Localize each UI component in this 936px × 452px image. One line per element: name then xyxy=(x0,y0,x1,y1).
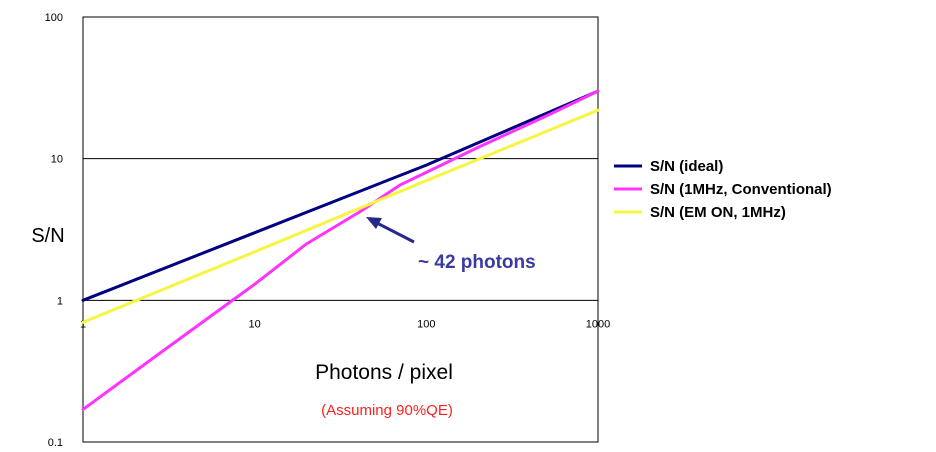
series-lines xyxy=(81,89,600,411)
plot-frame xyxy=(82,16,599,443)
legend-label: S/N (EM ON, 1MHz) xyxy=(650,204,786,221)
x-tick-label: 1 xyxy=(80,318,86,330)
grid-lines xyxy=(83,158,598,301)
x-tick-labels: 1 10 100 1000 xyxy=(80,318,610,330)
y-tick-label: 0.1 xyxy=(48,437,63,449)
x-tick-label: 10 xyxy=(249,318,261,330)
annotation-label: ~ 42 photons xyxy=(418,252,536,273)
y-tick-label: 1 xyxy=(57,295,63,307)
legend-label: S/N (ideal) xyxy=(650,158,723,175)
annotation: ~ 42 photons xyxy=(366,217,536,273)
assumption-note: (Assuming 90%QE) xyxy=(321,402,453,419)
x-tick-label: 100 xyxy=(417,318,435,330)
x-tick-label: 1000 xyxy=(586,318,610,330)
series-line-3 xyxy=(81,108,600,324)
series-line-1 xyxy=(81,89,600,302)
y-axis-label: S/N xyxy=(31,225,64,247)
y-tick-labels: 0.1 1 10 100 xyxy=(45,12,63,449)
series-line-2 xyxy=(81,89,600,411)
legend-label: S/N (1MHz, Conventional) xyxy=(650,181,832,198)
y-tick-label: 10 xyxy=(51,154,63,166)
annotation-arrowhead xyxy=(366,217,382,229)
legend: S/N (ideal) S/N (1MHz, Conventional) S/N (… xyxy=(614,158,832,221)
x-axis-label: Photons / pixel xyxy=(315,361,453,384)
annotation-arrow xyxy=(372,219,415,244)
y-tick-label: 100 xyxy=(45,12,63,24)
